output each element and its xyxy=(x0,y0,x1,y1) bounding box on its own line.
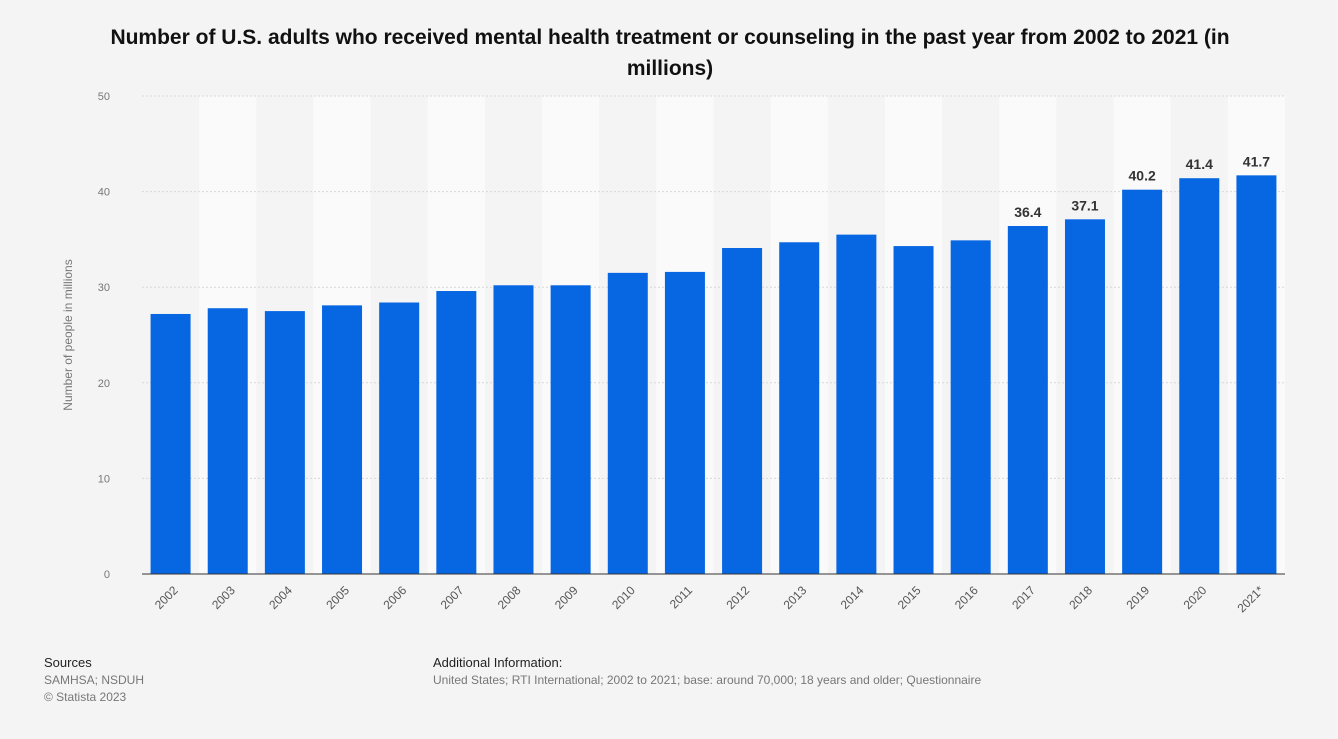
x-tick-label: 2008 xyxy=(495,583,524,612)
bar-2018 xyxy=(1064,219,1105,574)
bar-2004 xyxy=(264,311,305,574)
sources-text: SAMHSA; NSDUH xyxy=(44,673,145,687)
x-tick-label: 2004 xyxy=(266,583,295,612)
x-tick-label: 2016 xyxy=(952,583,981,612)
bar-2019 xyxy=(1122,189,1163,575)
x-tick-label: 2018 xyxy=(1066,583,1095,612)
bar-chart: 0 10 20 30 40 50 Number of people in millions 2… xyxy=(61,91,1285,615)
data-label: 36.4 xyxy=(1014,204,1041,220)
data-label: 37.1 xyxy=(1071,197,1098,213)
x-tick-label: 2002 xyxy=(152,583,181,612)
x-tick-label: 2013 xyxy=(781,583,810,612)
bar-2005 xyxy=(322,305,363,574)
sources-block: Sources SAMHSA; NSDUH © Statista 2023 xyxy=(44,654,144,706)
data-label: 40.2 xyxy=(1129,168,1156,184)
x-tick-label: 2017 xyxy=(1009,583,1038,612)
bar-2014 xyxy=(836,234,877,574)
x-tick-label: 2012 xyxy=(723,583,752,612)
bar-2020 xyxy=(1179,178,1220,574)
bar-2006 xyxy=(379,302,420,574)
x-tick-label: 2003 xyxy=(209,583,238,612)
bar-2012 xyxy=(722,248,763,574)
bar-2013 xyxy=(779,242,820,574)
data-label: 41.7 xyxy=(1243,153,1270,169)
chart-title: Number of U.S. adults who received menta… xyxy=(110,26,1230,80)
y-tick-label: 50 xyxy=(98,91,110,103)
bar-2007 xyxy=(436,291,477,574)
x-tick-label: 2019 xyxy=(1123,583,1152,612)
x-tick-label: 2007 xyxy=(438,583,467,612)
bar-2008 xyxy=(493,285,534,574)
additional-heading: Additional Information: xyxy=(433,655,563,670)
additional-text: United States; RTI International; 2002 t… xyxy=(433,673,982,687)
x-tick-label: 2020 xyxy=(1181,583,1210,612)
x-tick-label: 2011 xyxy=(667,583,695,611)
additional-info-block: Additional Information: United States; R… xyxy=(433,654,981,689)
sources-heading: Sources xyxy=(44,655,92,670)
data-label: 41.4 xyxy=(1186,156,1213,172)
x-tick-label: 2010 xyxy=(609,583,638,612)
y-tick-label: 40 xyxy=(98,187,110,199)
bar-2021* xyxy=(1236,175,1277,574)
bar-2016 xyxy=(950,240,991,574)
bar-2003 xyxy=(207,308,248,574)
bar-2015 xyxy=(893,246,934,575)
x-tick-label: 2005 xyxy=(323,583,352,612)
bar-2002 xyxy=(150,313,191,574)
bar-2010 xyxy=(607,272,648,574)
x-tick-label: 2009 xyxy=(552,583,581,612)
bar-2011 xyxy=(664,271,705,574)
bar-2009 xyxy=(550,285,591,574)
y-tick-label: 10 xyxy=(98,473,110,485)
x-tick-label: 2015 xyxy=(895,583,924,612)
copyright: © Statista 2023 xyxy=(44,690,127,704)
x-tick-label: 2006 xyxy=(381,583,410,612)
y-tick-label: 20 xyxy=(98,378,110,390)
y-tick-label: 30 xyxy=(98,282,110,294)
bar-2017 xyxy=(1007,226,1048,575)
y-tick-label: 0 xyxy=(104,569,110,581)
x-tick-label: 2021* xyxy=(1234,583,1266,615)
x-tick-label: 2014 xyxy=(838,583,867,612)
y-axis-label: Number of people in millions xyxy=(61,259,75,410)
